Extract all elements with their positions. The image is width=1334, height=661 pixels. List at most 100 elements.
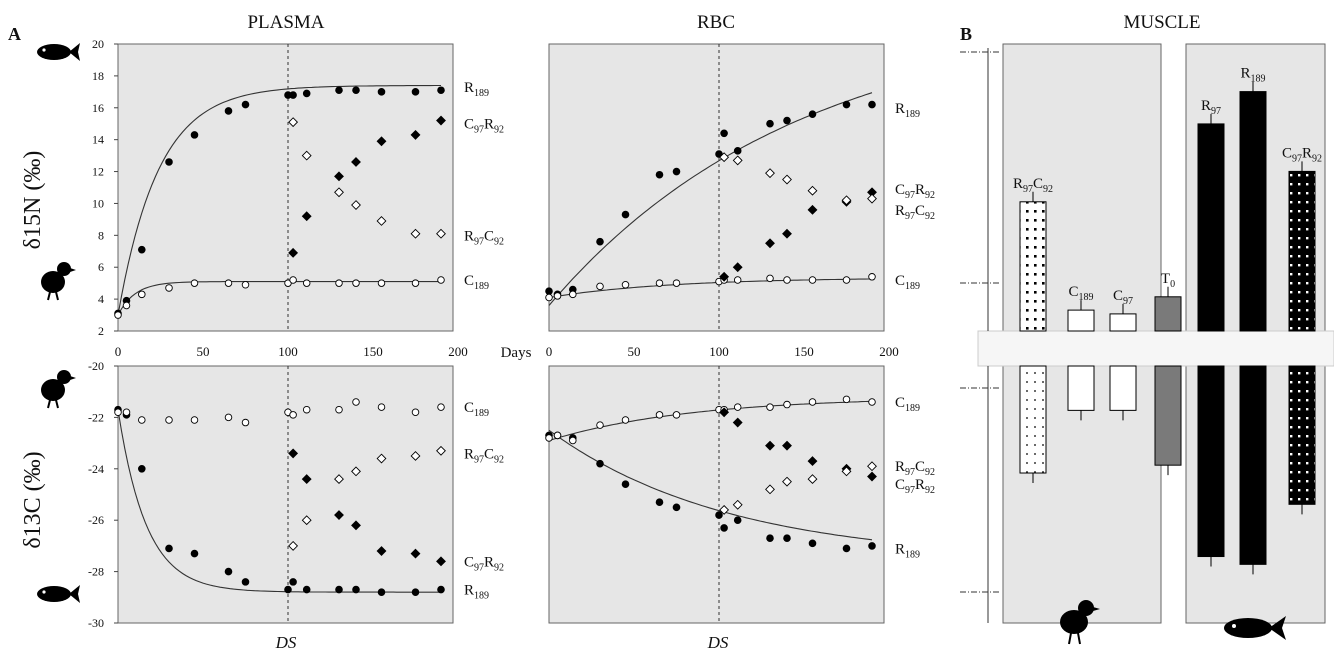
point-R189 <box>411 588 420 596</box>
x-tick-label: 200 <box>879 344 899 359</box>
plot-layer: 2468101214161820R189C97R92R97C92C189R189… <box>88 37 1322 630</box>
point-R189 <box>190 131 199 139</box>
point-C189 <box>842 395 851 404</box>
point-R189 <box>655 498 664 507</box>
point-C189 <box>352 279 360 287</box>
point-C189 <box>868 273 876 281</box>
point-C97R92 <box>807 204 818 215</box>
point-C97R92 <box>410 129 421 140</box>
point-C189 <box>335 279 343 287</box>
point-R189 <box>377 588 386 596</box>
point-C97R92 <box>732 417 743 428</box>
point-C97R92 <box>334 171 344 182</box>
chick-icon <box>41 370 76 409</box>
point-R189 <box>138 245 146 254</box>
point-C189 <box>655 411 664 419</box>
point-C189 <box>377 279 386 287</box>
point-C189 <box>122 301 131 310</box>
point-R189 <box>808 110 817 118</box>
point-R189 <box>545 287 553 295</box>
point-R189 <box>138 465 146 473</box>
point-R189 <box>596 459 604 468</box>
ds-label-rbc: DS <box>707 633 729 652</box>
point-R189 <box>868 100 876 109</box>
point-C97R92 <box>765 238 775 249</box>
point-R97C92 <box>436 445 446 456</box>
point-C97R92 <box>807 456 818 467</box>
plot-2: -20 -22 -24 -26 -28 -30 C189 R97C92 C97R92 R189 <box>88 359 504 630</box>
y-tick-label: 8 <box>98 228 104 242</box>
point-R189 <box>621 480 630 489</box>
x-tick-label: 50 <box>197 344 210 359</box>
series-end-label: R189 <box>464 583 489 602</box>
bar-c-C189 <box>1067 365 1095 411</box>
y-tick-label: -20 <box>88 359 104 373</box>
point-R189 <box>165 158 173 166</box>
point-R189 <box>596 237 604 246</box>
point-R97C92 <box>351 466 361 477</box>
fit-curve-C189 <box>117 281 441 316</box>
y-tick-label: 2 <box>98 324 104 338</box>
point-C189 <box>868 398 876 406</box>
point-R189 <box>190 549 199 558</box>
series-end-label: R189 <box>464 80 489 99</box>
point-R97C92 <box>732 155 743 166</box>
point-C189 <box>241 281 250 289</box>
bar-label: R189 <box>1240 66 1265 85</box>
point-R97C92 <box>867 193 877 204</box>
bar-c-C97 <box>1288 365 1316 505</box>
point-C97R92 <box>867 471 877 482</box>
middle-band <box>977 330 1334 367</box>
point-C189 <box>545 293 553 302</box>
y-tick-label: 10 <box>92 196 104 210</box>
point-C189 <box>842 276 851 284</box>
point-C189 <box>377 403 386 411</box>
point-C97R92 <box>301 474 312 485</box>
point-R189 <box>868 542 876 550</box>
point-C189 <box>289 411 297 419</box>
rbc-c-panel <box>548 365 885 624</box>
point-C97R92 <box>782 228 792 239</box>
y-tick-label: 18 <box>92 69 104 83</box>
point-C97R92 <box>765 440 775 451</box>
chick-icon <box>1060 600 1100 645</box>
point-R189 <box>284 585 292 594</box>
series-end-label: C97R92 <box>895 182 935 201</box>
x-axis: 0 50 100 150 200 Days 0 50 100 150 200 <box>115 344 899 361</box>
point-C189 <box>165 284 173 292</box>
point-R97C92 <box>288 117 299 128</box>
point-C189 <box>733 403 742 411</box>
bar-n-R189 <box>1239 91 1267 332</box>
point-R189 <box>165 544 173 553</box>
x-tick-label: 200 <box>448 344 468 359</box>
point-R189 <box>352 86 360 95</box>
fit-curve-R189 <box>548 92 873 306</box>
point-R97C92 <box>376 453 387 464</box>
series-end-label: R189 <box>895 541 920 560</box>
point-R97C92 <box>719 152 730 163</box>
point-C189 <box>808 398 817 406</box>
point-C189 <box>224 413 233 422</box>
point-C189 <box>766 403 774 411</box>
point-R189 <box>766 119 774 128</box>
point-C189 <box>302 405 311 414</box>
y-tick-label: 14 <box>92 133 104 147</box>
point-C189 <box>335 405 343 414</box>
bar-n-R97 <box>1197 123 1225 332</box>
series-end-label: C97R92 <box>464 117 504 136</box>
bar-label: R97C92 <box>1013 176 1053 195</box>
bar-n-R97 <box>1019 201 1047 332</box>
point-R189 <box>766 534 774 542</box>
point-C189 <box>437 403 445 411</box>
bar-n-C97 <box>1109 313 1137 332</box>
point-C189 <box>114 311 122 319</box>
series-end-label: C189 <box>464 400 489 419</box>
x-axis-title: Days <box>501 345 532 361</box>
point-C97R92 <box>410 548 421 559</box>
plasma-c-panel <box>117 365 454 624</box>
point-C97R92 <box>732 262 743 273</box>
point-C189 <box>569 436 577 445</box>
point-R189 <box>842 100 851 109</box>
bar-c-R97 <box>1019 365 1047 474</box>
point-C97R92 <box>301 211 312 222</box>
